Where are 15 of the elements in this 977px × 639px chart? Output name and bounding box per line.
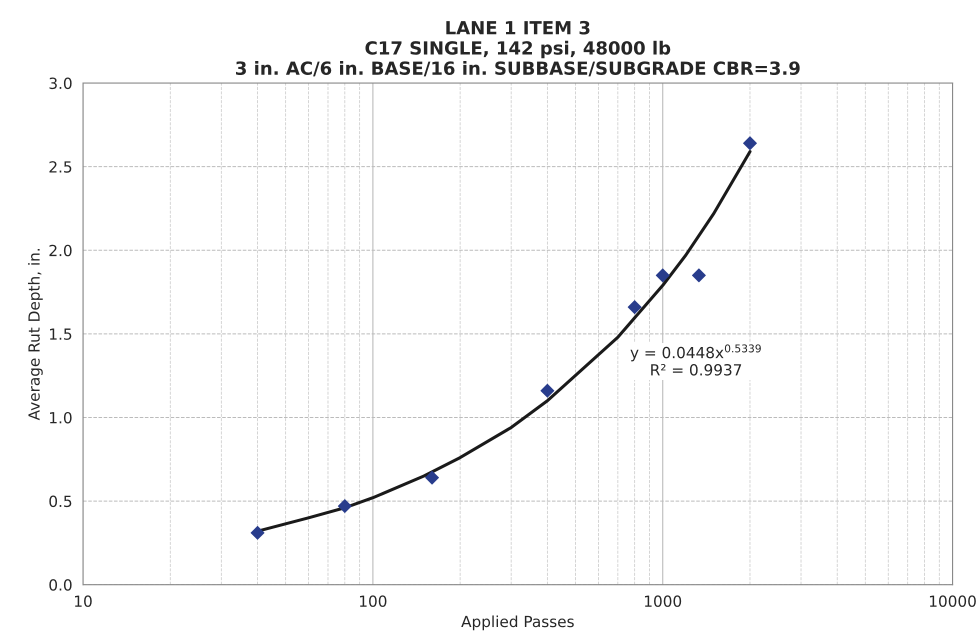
y-tick-label: 2.5 [49,161,72,173]
y-tick-label: 1.5 [50,328,72,340]
x-tick-label: 10000 [930,595,976,607]
y-tick-label: 0.5 [49,496,72,508]
y-axis-title: Average Rut Depth, in. [28,248,43,420]
x-tick-label: 100 [360,595,386,607]
chart-title: LANE 1 ITEM 3 C17 SINGLE, 142 psi, 48000 lb 3 in. AC/6 in. BASE/16 in. SUBBASE/SUBGRADE CBR=3.9 [236,20,800,76]
y-tick-label: 2.0 [49,244,72,256]
x-tick-label: 1000 [644,595,682,607]
y-tick-label: 1.0 [50,412,72,424]
y-tick-label: 0.0 [49,579,72,591]
x-tick-label: 10 [75,595,92,607]
annotation: y = 0.0448x$^{0.5339}$ R² = 0.9937 [630,344,761,376]
x-axis-title: Applied Passes [461,615,574,630]
y-tick-label: 3.0 [49,78,72,90]
